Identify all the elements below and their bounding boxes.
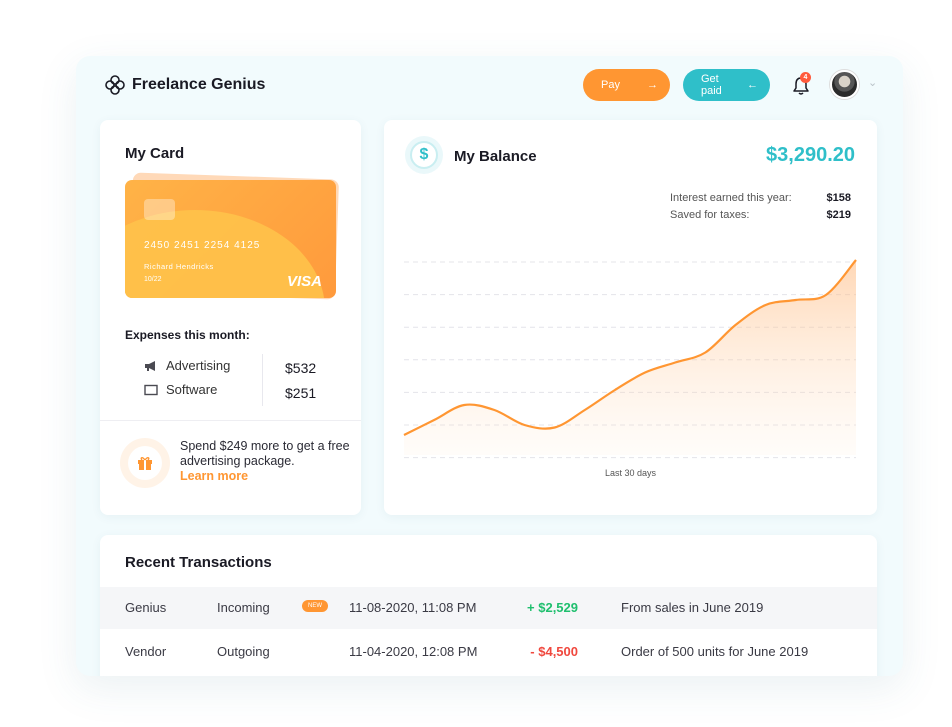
divider (100, 420, 361, 421)
dollar-icon: $ (410, 141, 438, 169)
expense-amount: $251 (285, 385, 317, 401)
card-network: VISA (287, 273, 323, 290)
balance-chart (403, 259, 857, 459)
tx-description: From sales in June 2019 (621, 600, 764, 615)
divider (262, 354, 263, 406)
megaphone-icon (145, 360, 155, 371)
interest-label: Interest earned this year: (670, 192, 792, 204)
dollar-badge: $ (405, 136, 443, 174)
chart-line (403, 259, 857, 436)
chart-caption: Last 30 days (604, 468, 657, 478)
card-holder: Richard Hendricks (144, 262, 214, 271)
balance-amount: $3,290.20 (766, 144, 855, 166)
tx-date: 11-08-2020, 11:08 PM (349, 600, 477, 615)
chevron-down-icon[interactable]: ⌄ (868, 77, 878, 89)
tx-description: Order of 500 units for June 2019 (621, 644, 809, 659)
get-paid-label: Get paid (701, 73, 722, 97)
gift-icon (138, 457, 152, 470)
my-card-title: My Card (125, 145, 185, 162)
tx-party: Genius (125, 600, 167, 615)
balance-panel: $ My Balance $3,290.20 Interest earned t… (384, 120, 877, 515)
get-paid-button[interactable]: Get paid ← (683, 69, 770, 101)
taxes-label: Saved for taxes: (670, 209, 750, 221)
promo-text: Spend $249 more to get a free advertisin… (180, 439, 350, 468)
promo-message: Spend $249 more to get a free advertisin… (180, 439, 352, 484)
tx-party: Vendor (125, 644, 167, 659)
pay-button[interactable]: Pay → (583, 69, 670, 101)
table-row[interactable]: Genius Incoming NEW 11-08-2020, 11:08 PM… (100, 587, 877, 629)
logo-icon (105, 75, 125, 95)
tx-direction: Outgoing (217, 644, 270, 659)
notification-badge: 4 (800, 72, 811, 83)
expense-label: Advertising (166, 358, 231, 373)
dashboard-window: Freelance Genius Pay → Get paid ← 4 ⌄ My… (76, 56, 903, 676)
credit-card[interactable]: 2450 2451 2254 4125 Richard Hendricks 10… (125, 172, 340, 300)
brand[interactable]: Freelance Genius (104, 74, 265, 96)
pay-label: Pay (601, 79, 620, 91)
expense-label: Software (166, 382, 218, 397)
new-badge: NEW (302, 600, 328, 612)
interest-value: $158 (826, 192, 851, 204)
chart-area (404, 260, 856, 455)
top-bar: Freelance Genius Pay → Get paid ← 4 ⌄ (76, 56, 903, 120)
my-card-panel: My Card 2450 2451 2254 4125 Richard Hend… (100, 120, 361, 515)
taxes-value: $219 (826, 209, 851, 221)
expenses-title: Expenses this month: (125, 328, 250, 342)
brand-name: Freelance Genius (132, 76, 266, 93)
card-chip-icon (144, 199, 175, 220)
avatar[interactable] (830, 70, 859, 99)
arrow-right-icon: → (647, 79, 658, 91)
arrow-left-icon: ← (747, 79, 758, 91)
balance-title: My Balance (454, 148, 537, 165)
card-face: 2450 2451 2254 4125 Richard Hendricks 10… (125, 180, 336, 298)
expense-item-software[interactable]: Software (144, 382, 217, 397)
tx-date: 11-04-2020, 12:08 PM (349, 644, 478, 659)
tx-amount: - $4,500 (530, 644, 578, 659)
card-expiry: 10/22 (144, 276, 162, 283)
tx-amount: + $2,529 (527, 600, 578, 615)
transactions-title: Recent Transactions (125, 554, 272, 571)
table-row[interactable]: Vendor Outgoing 11-04-2020, 12:08 PM - $… (100, 631, 877, 673)
monitor-icon (144, 384, 158, 395)
expense-amount: $532 (285, 360, 317, 376)
gift-badge (120, 438, 170, 488)
learn-more-link[interactable]: Learn more (180, 469, 249, 483)
tx-direction: Incoming (217, 600, 270, 615)
expense-item-advertising[interactable]: Advertising (144, 358, 230, 373)
transactions-panel: Recent Transactions Genius Incoming NEW … (100, 535, 877, 676)
card-number: 2450 2451 2254 4125 (144, 240, 261, 251)
